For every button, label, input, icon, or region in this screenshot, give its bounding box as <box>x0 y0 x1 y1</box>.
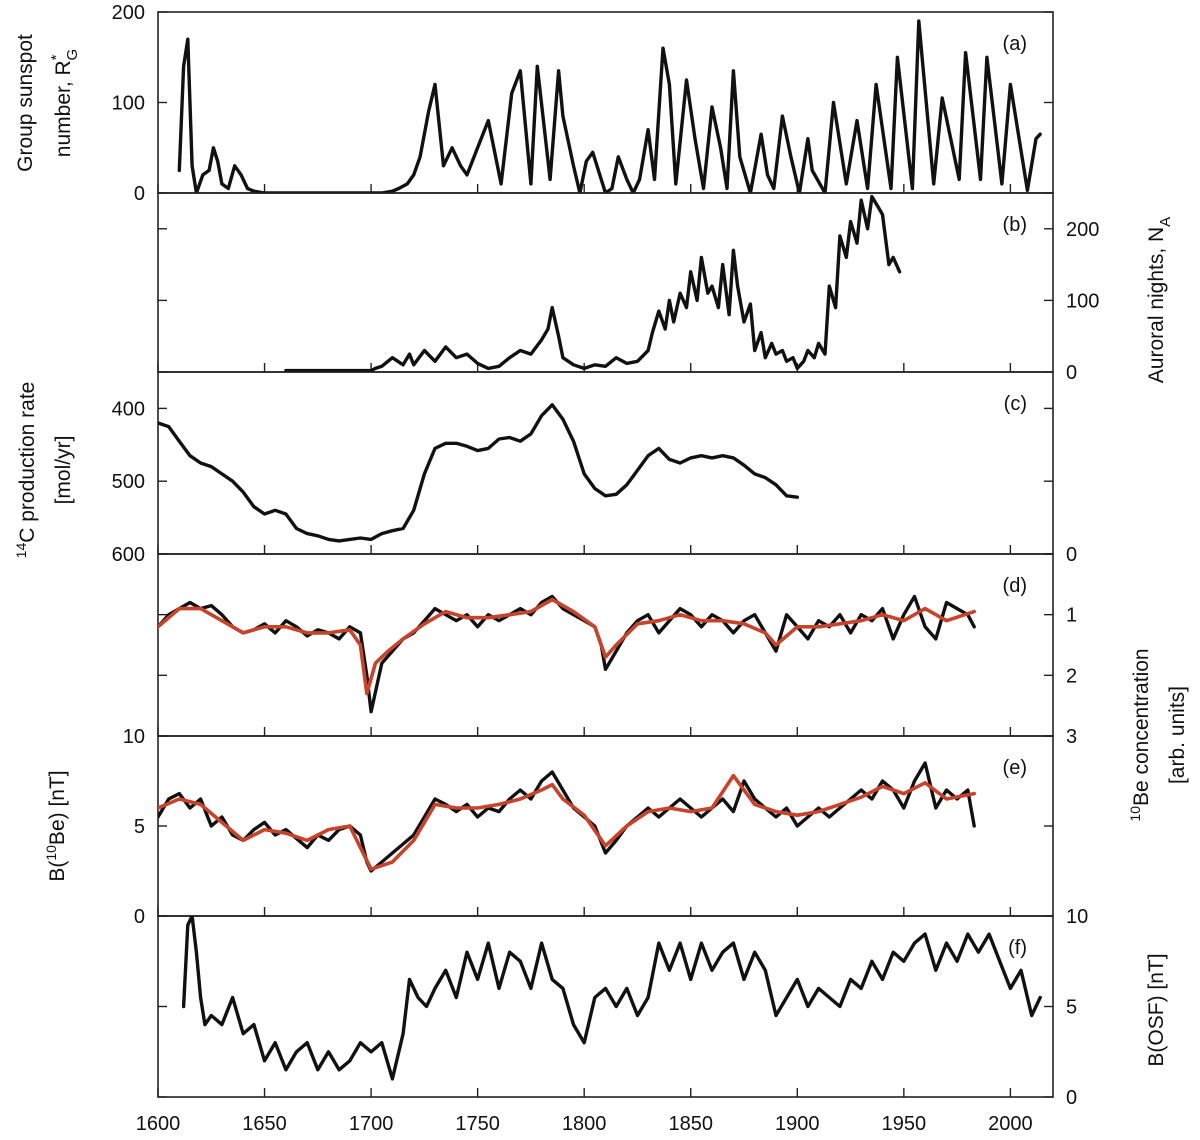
y-tick-label: 5 <box>134 816 145 838</box>
series-line-1 <box>284 194 902 372</box>
y-tick-label: 0 <box>1066 362 1077 384</box>
panel-f: 0 5 10 (f) <box>157 906 1088 1109</box>
y-tick-label: 0 <box>1066 544 1077 566</box>
series-line-1 <box>158 761 976 873</box>
y-tick-label: 400 <box>112 398 145 420</box>
y-axis-title-e-a: B( <box>46 861 69 882</box>
y-tick-label: 3 <box>1066 726 1077 748</box>
y-axis-title-e: B(10Be) [nT] <box>43 770 69 881</box>
y-axis-title-e-b: Be) [nT] <box>46 770 69 845</box>
panel-tag: (c) <box>1004 393 1027 415</box>
y-tick-label: 500 <box>112 471 145 493</box>
y-axis-title-b-sub: A <box>1157 217 1174 227</box>
y-axis-title-f: B(OSF) [nT] <box>1145 953 1168 1066</box>
y-tick-label: 200 <box>112 2 145 24</box>
panel-frame <box>157 735 1054 917</box>
series-line-1 <box>158 594 976 714</box>
series-line-1 <box>158 403 799 543</box>
x-tick-label: 1650 <box>242 1113 287 1135</box>
y-tick-label: 10 <box>123 726 145 748</box>
panel-b: 0 100 200 (b) <box>157 192 1099 384</box>
x-tick-label: 2000 <box>988 1113 1033 1135</box>
panel-tag: (e) <box>1003 757 1027 779</box>
panel-frame <box>157 553 1054 737</box>
y-tick-label: 100 <box>1066 290 1099 312</box>
x-tick-label: 1600 <box>136 1113 181 1135</box>
y-axis-title-a-sub: G <box>64 49 81 61</box>
y-axis-title-b: Auroral nights, NA <box>1145 217 1174 383</box>
panel-tag: (a) <box>1003 33 1027 55</box>
panel-e: 0 5 10 (e) <box>123 726 1054 928</box>
y-axis-title-c-text: C production rate <box>16 382 39 543</box>
y-axis-title-e-sup: 10 <box>43 845 59 861</box>
y-axis-title-d-text: Be concentration <box>1130 648 1153 806</box>
y-axis-title-a-line2: number, R*G <box>48 49 81 157</box>
y-tick-label: 0 <box>134 906 145 928</box>
panel-frame <box>157 915 1054 1098</box>
y-axis-title-a-text: number, R <box>52 60 75 157</box>
panel-frame <box>157 371 1054 555</box>
y-tick-label: 100 <box>112 93 145 115</box>
y-tick-label: 10 <box>1066 906 1088 928</box>
y-tick-label: 200 <box>1066 219 1099 241</box>
y-tick-label: 5 <box>1066 997 1077 1019</box>
y-axis-title-b-text: Auroral nights, N <box>1145 227 1168 383</box>
panel-tag: (f) <box>1008 937 1027 959</box>
x-tick-label: 1750 <box>455 1113 500 1135</box>
series-line-2 <box>158 773 977 872</box>
y-tick-label: 600 <box>112 544 145 566</box>
x-tick-label: 1900 <box>775 1113 820 1135</box>
y-axis-title-c-line1: 14C production rate <box>13 382 39 559</box>
y-tick-label: 0 <box>134 183 145 205</box>
panel-tag: (d) <box>1003 575 1027 597</box>
x-tick-label: 1950 <box>882 1113 927 1135</box>
panel-d: 0 1 2 3 (d) <box>157 544 1077 748</box>
panel-c: 400 500 600 (c) <box>112 371 1054 566</box>
y-axis-title-c-sup: 14 <box>13 543 29 559</box>
series-line-2 <box>158 597 977 696</box>
panel-frame <box>157 192 1054 373</box>
y-axis-title-d-line1: 10Be concentration <box>1127 648 1153 821</box>
y-axis-title-a-sup: * <box>48 54 65 60</box>
y-axis-title-c-line2: [mol/yr] <box>52 436 75 505</box>
series-line-1 <box>177 19 1042 193</box>
y-tick-label: 1 <box>1066 605 1077 627</box>
y-axis-title-d-line2: [arb. units] <box>1166 686 1189 784</box>
y-axis-title-a-line1: Group sunspot <box>14 34 37 172</box>
x-tick-label: 1700 <box>349 1113 394 1135</box>
x-tick-label: 1800 <box>562 1113 607 1135</box>
panel-a: 0 100 200 (a) <box>112 2 1054 205</box>
series-line-1 <box>181 916 1042 1081</box>
x-tick-label: 1850 <box>668 1113 713 1135</box>
y-tick-label: 2 <box>1066 665 1077 687</box>
panel-tag: (b) <box>1003 214 1027 236</box>
y-axis-title-d-sup: 10 <box>1127 806 1143 822</box>
y-tick-label: 0 <box>1066 1087 1077 1109</box>
